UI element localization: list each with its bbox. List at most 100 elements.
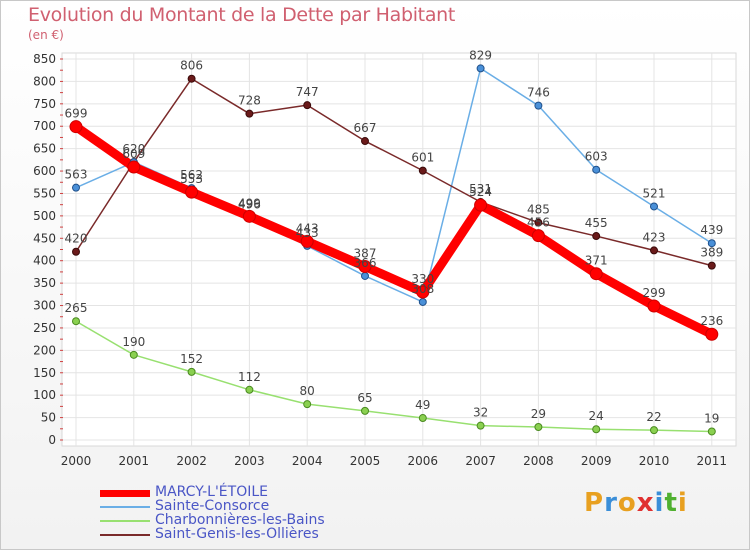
series-point-saint-genis [418, 166, 427, 175]
data-label-charbonnieres: 80 [300, 384, 315, 398]
series-point-charbonnieres [476, 421, 485, 430]
y-tick-label: 450 [33, 231, 56, 245]
proxiti-logo: Proxiti [584, 488, 688, 518]
series-point-charbonnieres [534, 423, 543, 432]
series-point-marcy [589, 267, 603, 281]
legend-swatch [100, 534, 150, 536]
data-label-charbonnieres: 22 [646, 410, 661, 424]
y-tick-label: 150 [33, 366, 56, 380]
data-label-marcy: 499 [238, 196, 261, 210]
y-tick-label: 100 [33, 388, 56, 402]
data-label-marcy: 371 [585, 254, 608, 268]
legend-item: Saint-Genis-les-Ollières [100, 526, 360, 542]
series-point-sainte-consorce [650, 202, 658, 211]
data-label-charbonnieres: 65 [357, 391, 372, 405]
x-tick-label: 2001 [119, 454, 150, 468]
data-label-saint-genis: 747 [296, 85, 319, 99]
legend-item: MARCY-L'ÉTOILE [100, 484, 360, 500]
data-label-charbonnieres: 19 [704, 411, 719, 425]
legend-item: Charbonnières-les-Bains [100, 512, 360, 528]
series-line-marcy [71, 122, 717, 339]
y-tick-label: 750 [33, 97, 56, 111]
y-tick-label: 800 [33, 74, 56, 88]
logo-letter: t [664, 488, 678, 518]
data-label-marcy: 299 [643, 286, 666, 300]
data-label-charbonnieres: 265 [65, 301, 88, 315]
data-label-saint-genis: 806 [180, 59, 203, 73]
series-point-charbonnieres [707, 427, 716, 436]
data-label-sainte-consorce: 308 [411, 282, 434, 296]
series-point-marcy [185, 185, 199, 199]
x-tick-label: 2006 [408, 454, 439, 468]
legend-item: Sainte-Consorce [100, 498, 360, 514]
data-label-saint-genis: 485 [527, 203, 550, 217]
series-point-charbonnieres [245, 385, 254, 394]
data-label-charbonnieres: 190 [122, 335, 145, 349]
series-point-saint-genis [187, 74, 196, 83]
series-point-sainte-consorce [72, 183, 80, 192]
series-point-sainte-consorce [418, 297, 427, 306]
data-label-marcy: 443 [296, 221, 319, 235]
series-point-marcy [705, 327, 719, 341]
series-point-saint-genis [707, 261, 716, 270]
y-tick-label: 400 [33, 254, 56, 268]
data-label-marcy: 699 [65, 107, 88, 121]
data-label-marcy: 609 [122, 147, 145, 161]
y-tick-label: 550 [33, 186, 56, 200]
data-label-sainte-consorce: 563 [65, 168, 88, 182]
x-tick-label: 2000 [61, 454, 92, 468]
series-point-sainte-consorce [707, 239, 716, 248]
legend-label: Charbonnières-les-Bains [155, 512, 325, 528]
y-tick-label: 250 [33, 321, 56, 335]
series-point-marcy [69, 120, 83, 134]
data-label-saint-genis: 667 [354, 121, 377, 135]
series-line-charbonnieres [75, 320, 713, 433]
series-point-marcy [127, 160, 141, 174]
legend: MARCY-L'ÉTOILE Sainte-Consorce Charbonnièr… [100, 484, 360, 542]
legend-label: Saint-Genis-les-Ollières [155, 526, 319, 542]
series-point-marcy [474, 198, 488, 212]
series-point-charbonnieres [303, 400, 312, 409]
series-point-charbonnieres [592, 425, 601, 434]
x-tick-label: 2011 [697, 454, 728, 468]
series-point-sainte-consorce [476, 64, 485, 73]
data-label-marcy: 553 [180, 172, 203, 186]
data-label-saint-genis: 455 [585, 216, 608, 230]
legend-swatch [100, 520, 150, 522]
data-label-sainte-consorce: 433 [296, 226, 319, 240]
data-label-sainte-consorce: 439 [700, 223, 723, 237]
data-label-marcy: 524 [469, 185, 492, 199]
series-point-marcy [416, 285, 430, 299]
x-tick-label: 2004 [292, 454, 323, 468]
data-label-charbonnieres: 112 [238, 370, 261, 384]
series-point-saint-genis [245, 109, 254, 118]
data-label-charbonnieres: 32 [473, 406, 488, 420]
x-tick-label: 2007 [465, 454, 496, 468]
series-point-marcy [242, 209, 256, 223]
data-label-sainte-consorce: 746 [527, 86, 550, 100]
plot-area [61, 52, 737, 447]
series-point-marcy [531, 229, 545, 243]
y-tick-label: 200 [33, 343, 56, 357]
series-point-charbonnieres [187, 367, 196, 376]
data-label-charbonnieres: 49 [415, 398, 430, 412]
y-tick-label: 300 [33, 299, 56, 313]
data-label-sainte-consorce: 496 [238, 198, 261, 212]
data-label-marcy: 330 [411, 272, 434, 286]
y-tick-label: 50 [41, 411, 56, 425]
data-label-marcy: 387 [354, 247, 377, 261]
chart-title: Evolution du Montant de la Dette par Hab… [28, 4, 456, 26]
series-point-saint-genis [303, 101, 312, 110]
legend-label: MARCY-L'ÉTOILE [155, 484, 268, 500]
chart-unit: (en €) [28, 28, 64, 42]
data-label-saint-genis: 728 [238, 94, 261, 108]
data-label-charbonnieres: 29 [531, 407, 546, 421]
data-label-sainte-consorce: 531 [469, 182, 492, 196]
data-label-saint-genis: 423 [643, 230, 666, 244]
y-tick-label: 700 [33, 119, 56, 133]
data-label-marcy: 236 [700, 314, 723, 328]
series-point-marcy [647, 299, 661, 313]
series-point-saint-genis [361, 137, 369, 146]
x-tick-label: 2009 [581, 454, 612, 468]
y-tick-label: 650 [33, 142, 56, 156]
